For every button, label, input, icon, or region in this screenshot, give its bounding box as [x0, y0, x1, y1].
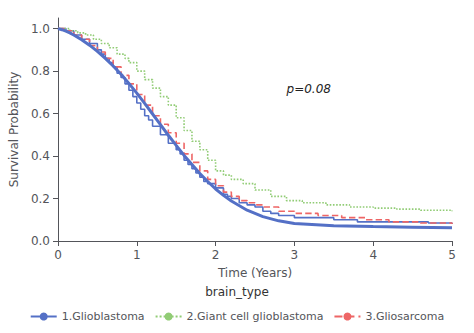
svg-text:Survival Probability: Survival Probability: [7, 72, 21, 188]
svg-text:1: 1: [133, 248, 141, 262]
svg-text:4: 4: [369, 248, 377, 262]
svg-text:3: 3: [291, 248, 299, 262]
svg-text:Time (Years): Time (Years): [217, 266, 292, 280]
svg-text:0.8: 0.8: [31, 64, 50, 78]
svg-text:1.0: 1.0: [31, 22, 50, 36]
svg-text:0.4: 0.4: [31, 149, 50, 163]
svg-text:2.Giant cell glioblastoma: 2.Giant cell glioblastoma: [187, 310, 324, 323]
svg-text:0: 0: [54, 248, 62, 262]
svg-text:0.6: 0.6: [31, 107, 50, 121]
svg-text:1.Glioblastoma: 1.Glioblastoma: [62, 310, 145, 323]
svg-text:0.2: 0.2: [31, 192, 50, 206]
svg-text:2: 2: [212, 248, 220, 262]
svg-text:p=0.08: p=0.08: [286, 82, 332, 96]
svg-text:0.0: 0.0: [31, 234, 50, 248]
svg-text:brain_type: brain_type: [205, 285, 269, 299]
svg-text:3.Gliosarcoma: 3.Gliosarcoma: [365, 310, 444, 323]
svg-text:5: 5: [448, 248, 456, 262]
